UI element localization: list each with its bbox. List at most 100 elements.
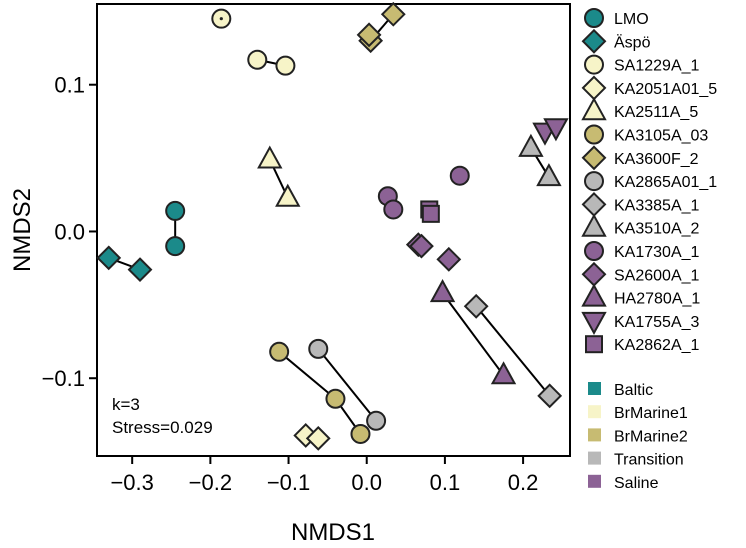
- point-ka2862a-1: [421, 204, 440, 223]
- stress-annotation: Stress=0.029: [112, 418, 213, 437]
- point-ka1730a-1: [383, 199, 404, 220]
- point-ka2511a-5: [275, 183, 301, 207]
- legend-label: KA2862A_1: [614, 337, 700, 354]
- connecting-line: [317, 348, 377, 422]
- point-lmo: [165, 236, 186, 257]
- group-swatch: [588, 451, 601, 465]
- group-swatch: [588, 382, 601, 395]
- legend: LMO Äspö SA1229A_1 KA2051A01_5 KA2511A_5 KA31…: [581, 8, 717, 354]
- legend-label: Äspö: [614, 33, 651, 51]
- legend-marker: [581, 97, 607, 121]
- group-label: BrMarine2: [614, 428, 688, 445]
- point-ka3385a-1: [463, 293, 489, 319]
- group-legend-item: Saline: [588, 474, 659, 492]
- group-label: BrMarine1: [614, 405, 688, 422]
- x-tick-label: −0.3: [110, 470, 153, 495]
- group-legend-item: BrMarine1: [588, 405, 688, 422]
- y-tick-label: 0.1: [54, 73, 85, 98]
- legend-label: KA2865A01_1: [614, 174, 717, 191]
- point-ka2511a-5: [257, 145, 283, 169]
- data-points: [96, 1, 569, 451]
- group-legend-item: Transition: [588, 451, 684, 469]
- connecting-lines: [108, 13, 557, 440]
- legend-item: KA3600F_2: [581, 145, 699, 171]
- legend-label: KA3510A_2: [614, 221, 700, 238]
- legend-label: KA2051A01_5: [614, 81, 717, 98]
- legend-marker: [584, 171, 604, 192]
- legend-marker: [581, 191, 607, 217]
- legend-marker: [581, 213, 607, 237]
- legend-marker: [584, 8, 604, 28]
- x-tick-label: 0.0: [351, 470, 382, 495]
- legend-label: KA2511A_5: [614, 104, 698, 121]
- legend-item: KA3385A_1: [581, 191, 700, 217]
- y-axis: −0.1 0.0 0.1: [42, 73, 97, 391]
- point-sa2600a-1: [436, 246, 462, 272]
- point-ka3105a-03: [350, 423, 371, 444]
- point-ka2051a01-5: [305, 425, 331, 451]
- legend-marker: [581, 75, 607, 101]
- y-tick-label: 0.0: [54, 219, 85, 244]
- legend-item: KA1730A_1: [584, 241, 700, 261]
- legend-label: SA2600A_1: [614, 267, 700, 284]
- legend-marker: [581, 311, 607, 335]
- point-ka3385a-1: [537, 383, 563, 409]
- x-axis: −0.3 −0.2 −0.1 0.0 0.1 0.2: [110, 456, 538, 495]
- point-ka1730a-1: [449, 165, 470, 186]
- group-legend-item: Baltic: [588, 382, 653, 399]
- group-swatch: [588, 474, 601, 488]
- legend-marker: [581, 261, 607, 287]
- legend-item: KA2862A_1: [585, 335, 700, 354]
- legend-label: KA3105A_03: [614, 128, 708, 145]
- point--sp-: [96, 245, 122, 271]
- x-tick-label: 0.2: [508, 470, 539, 495]
- point-sa1229a-1: [275, 55, 296, 76]
- legend-item: KA2051A01_5: [581, 75, 717, 101]
- legend-item: KA3510A_2: [581, 213, 700, 238]
- legend-item: HA2780A_1: [581, 283, 700, 308]
- point-ka2865a01-1: [366, 410, 387, 431]
- legend-item: KA2865A01_1: [584, 171, 717, 192]
- point-ka2865a01-1: [308, 338, 329, 359]
- legend-label: KA3600F_2: [614, 151, 699, 168]
- point-sa1229a-1: [247, 49, 268, 70]
- group-label: Saline: [614, 475, 659, 492]
- group-legend-item: BrMarine2: [588, 428, 688, 445]
- legend-label: KA3385A_1: [614, 197, 700, 214]
- legend-marker: [585, 335, 603, 354]
- point-lmo: [165, 200, 186, 221]
- legend-label: KA1755A_3: [614, 314, 700, 331]
- point-center-dot: [219, 17, 223, 21]
- point-ka3105a-03: [269, 341, 290, 362]
- point-ka3600f-2: [356, 22, 382, 48]
- x-axis-label: NMDS1: [291, 519, 375, 546]
- legend-item: KA1755A_3: [581, 311, 700, 335]
- legend-item: KA3105A_03: [584, 124, 708, 145]
- legend-marker: [581, 145, 607, 171]
- point-ka3105a-03: [325, 388, 346, 409]
- x-tick-label: −0.1: [267, 470, 310, 495]
- point-ha2780a-1: [429, 279, 456, 303]
- legend-label: KA1730A_1: [614, 244, 700, 261]
- point-ka1755a-3: [543, 118, 569, 142]
- y-axis-label: NMDS2: [9, 188, 36, 272]
- x-tick-label: 0.1: [430, 470, 461, 495]
- point-ka3600f-2: [380, 1, 406, 27]
- group-legend: Baltic BrMarine1 BrMarine2 Transition Saline: [588, 382, 688, 492]
- point-ka3510a-2: [536, 163, 562, 187]
- connecting-line: [441, 292, 505, 376]
- x-tick-label: −0.2: [189, 470, 232, 495]
- legend-marker: [584, 241, 604, 261]
- legend-marker: [584, 54, 604, 75]
- k-annotation: k=3: [112, 395, 140, 414]
- group-swatch: [588, 428, 601, 442]
- legend-marker: [584, 124, 604, 145]
- y-tick-label: −0.1: [42, 366, 85, 391]
- connecting-line: [278, 351, 362, 435]
- group-label: Baltic: [614, 382, 653, 399]
- legend-item: Äspö: [581, 28, 651, 54]
- legend-item: LMO: [584, 8, 649, 28]
- legend-marker: [581, 28, 607, 54]
- point-sa2600a-1: [409, 233, 434, 259]
- legend-item: SA2600A_1: [581, 261, 700, 287]
